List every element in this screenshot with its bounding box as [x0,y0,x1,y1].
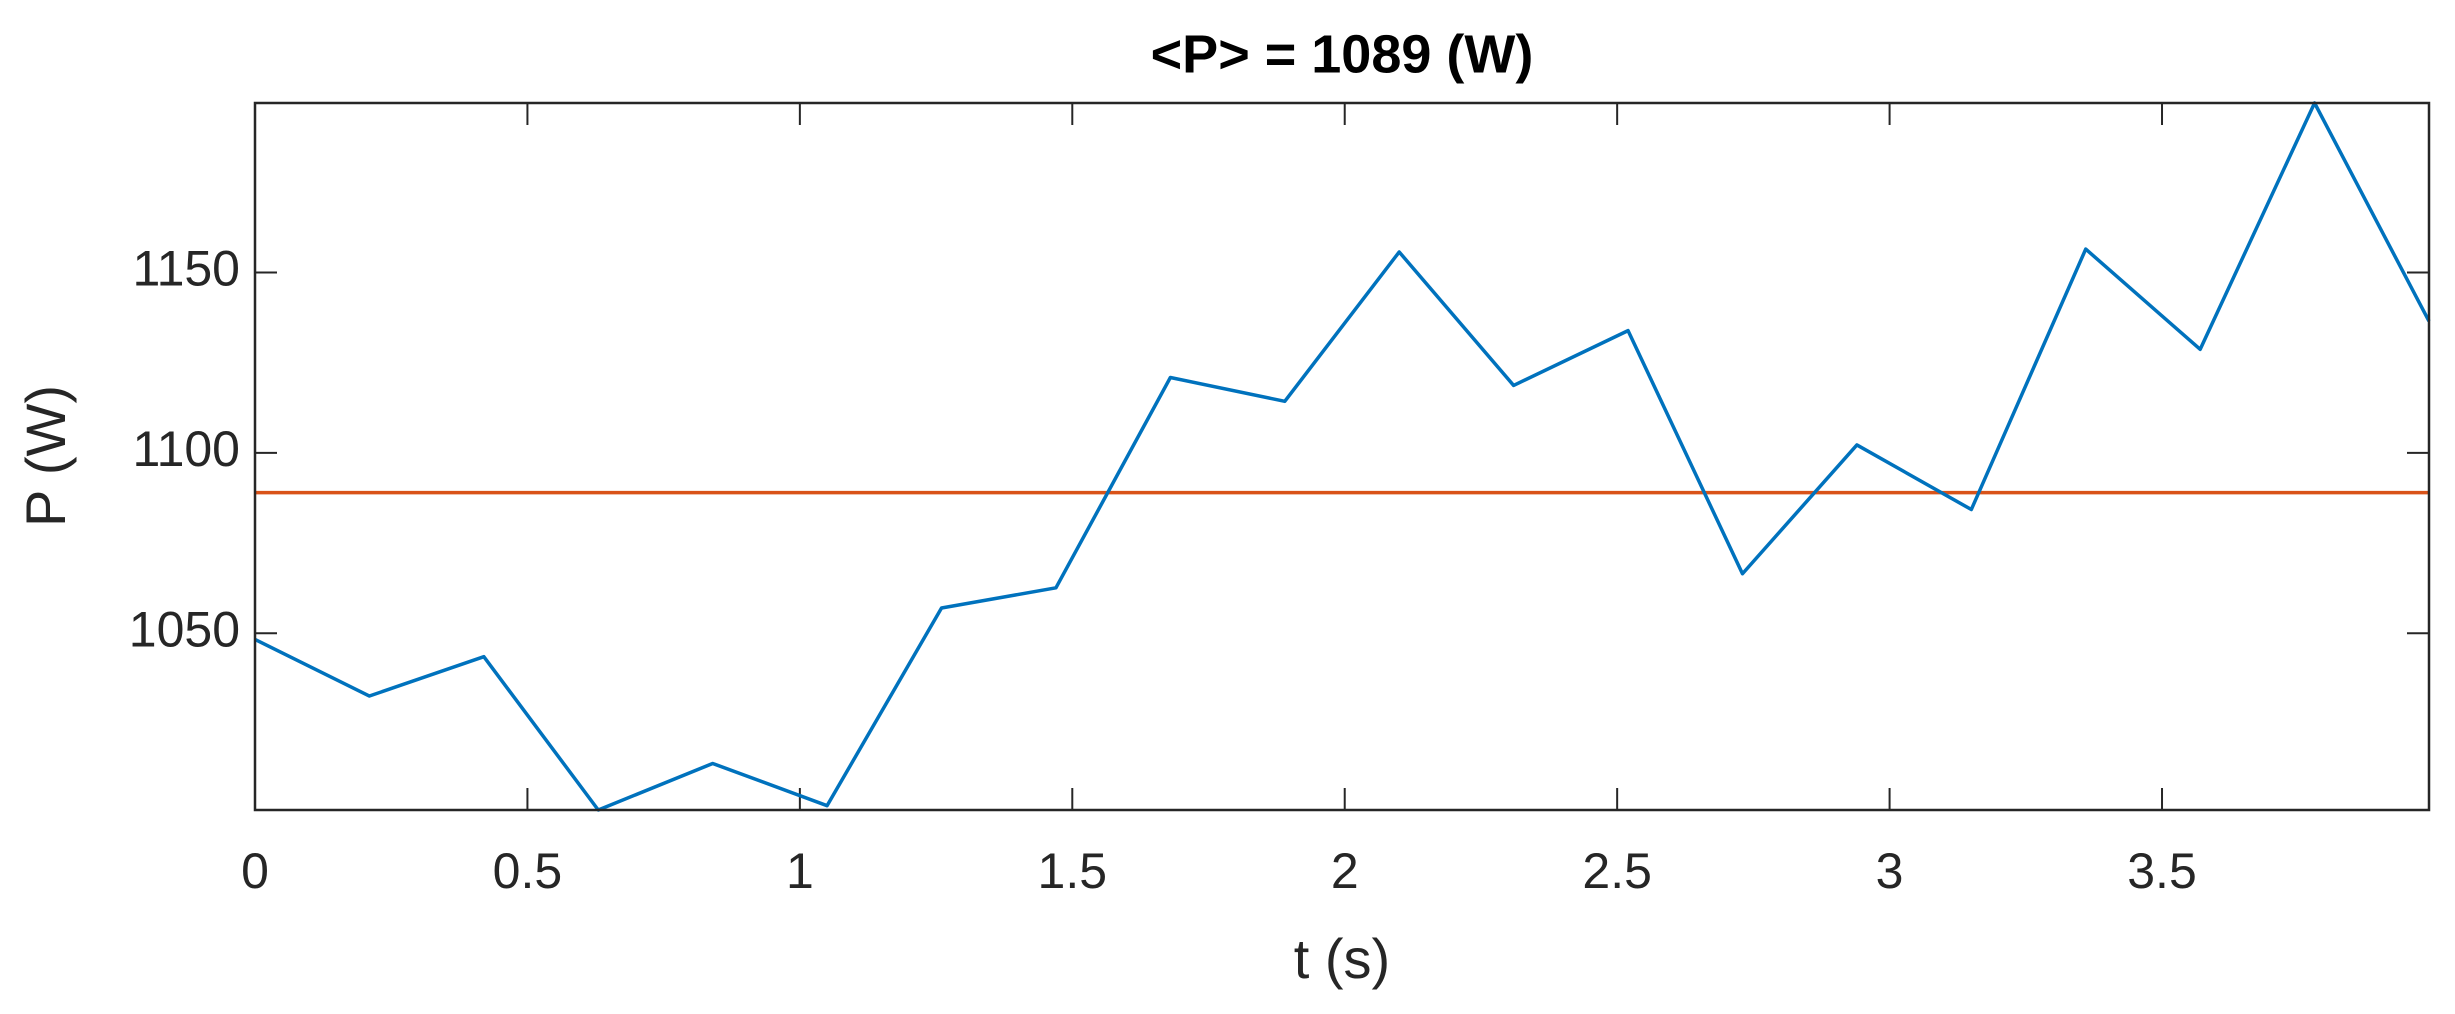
y-tick-label: 1150 [132,241,240,297]
y-tick-label: 1100 [132,421,240,477]
x-tick-label: 3.5 [2127,843,2197,899]
x-tick-label: 2.5 [1582,843,1652,899]
y-tick-label: 1050 [129,601,240,657]
y-axis-label: P (W) [14,385,77,527]
chart-title: <P> = 1089 (W) [1151,24,1534,84]
data-line [254,101,2431,812]
x-tick-label: 1 [786,843,814,899]
x-tick-label: 0.5 [493,843,563,899]
x-tick-label: 2 [1331,843,1359,899]
x-tick-label: 3 [1876,843,1904,899]
plot-frame [253,101,2431,812]
x-axis-label: t (s) [1294,927,1390,990]
x-tick-label: 1.5 [1038,843,1108,899]
x-tick-label: 0 [241,843,269,899]
